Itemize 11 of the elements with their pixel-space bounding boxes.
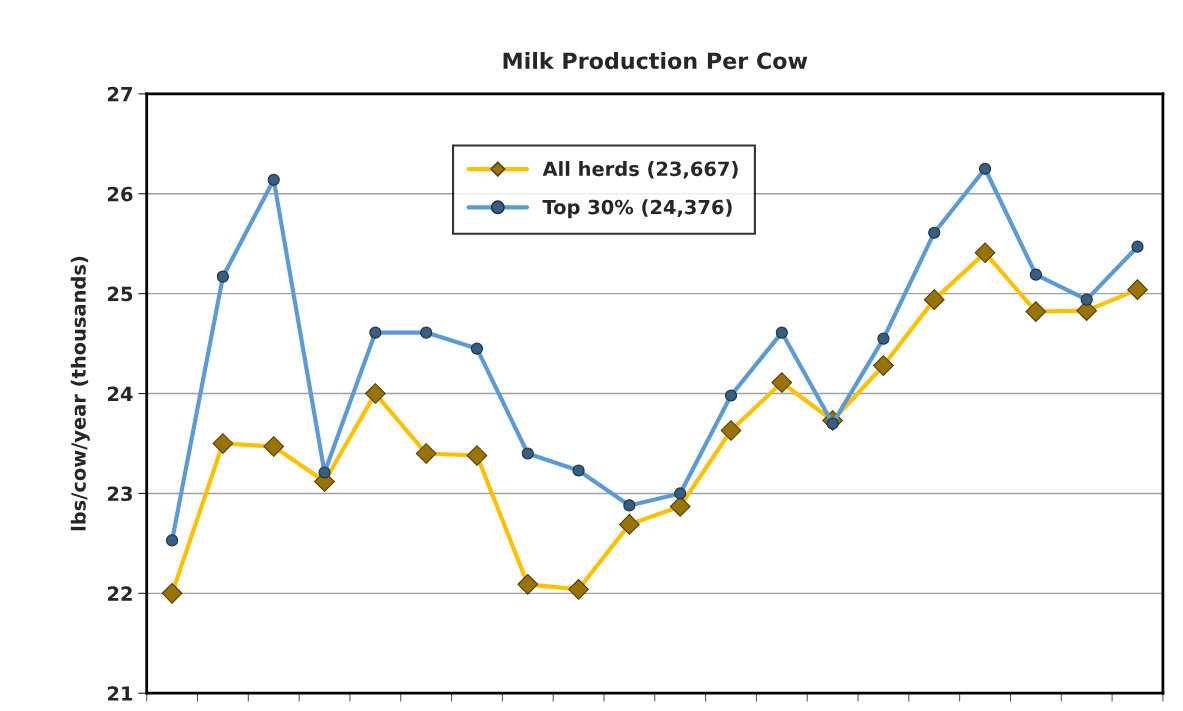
y-tick-label: 23 — [107, 486, 132, 502]
y-axis-title: lbs/cow/year (thousands) — [70, 256, 90, 531]
y-tick-label: 24 — [107, 386, 133, 401]
y-tick-label: 26 — [107, 186, 133, 202]
legend-label: Top 30% (24,376) — [542, 199, 732, 219]
legend-label: All herds (23,667) — [542, 161, 738, 179]
y-tick-label: 21 — [107, 686, 133, 701]
y-tick-label: 25 — [107, 286, 133, 302]
y-tick-label: 27 — [107, 86, 132, 102]
y-tick-label: 22 — [107, 586, 132, 601]
chart-title: Milk Production Per Cow — [503, 51, 808, 70]
